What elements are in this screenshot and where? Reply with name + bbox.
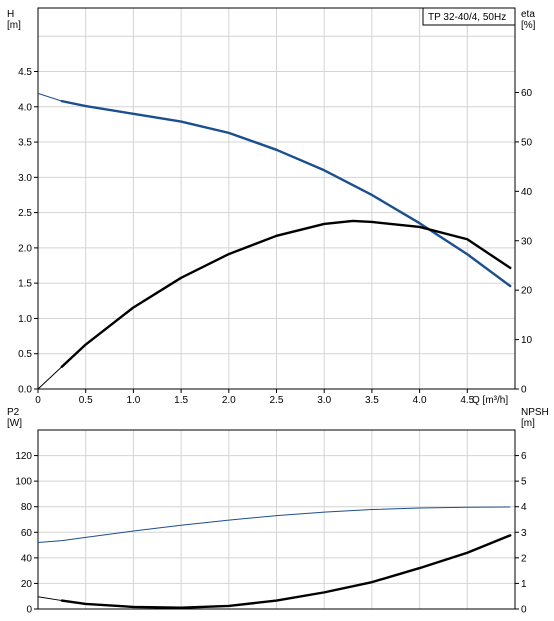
left-axis-tick-label: 3.5 bbox=[18, 138, 32, 149]
left-axis-tick-label: 80 bbox=[21, 502, 33, 513]
left-axis-tick-label: 1.5 bbox=[18, 279, 32, 290]
flow-axis-label: Q [m³/h] bbox=[472, 395, 508, 406]
series-0-full-line bbox=[37, 92, 511, 287]
left-axis-tick-label: 2.5 bbox=[18, 208, 32, 219]
x-axis-tick-label: 3.5 bbox=[365, 395, 379, 406]
series-0-full-line bbox=[37, 506, 511, 544]
right-axis-tick-label: 0 bbox=[521, 385, 527, 396]
right-axis-tick-label: 1 bbox=[521, 579, 527, 590]
right-axis-tick-label: 5 bbox=[521, 477, 527, 488]
x-axis-tick-label: 2.5 bbox=[270, 395, 284, 406]
series-1-operating-line bbox=[60, 534, 512, 609]
series-0-operating-line bbox=[60, 99, 512, 288]
x-axis-tick-label: 3.0 bbox=[317, 395, 331, 406]
power-axis-ticks: 0 20 40 60 80 100 120 bbox=[15, 451, 38, 616]
series-1-full-line bbox=[37, 220, 511, 390]
right-axis-tick-label: 30 bbox=[521, 236, 533, 247]
head-efficiency-series bbox=[37, 92, 512, 390]
right-axis-tick-label: 10 bbox=[521, 335, 533, 346]
right-axis-tick-label: 40 bbox=[521, 187, 533, 198]
npsh-axis-ticks: 0 1 2 3 4 5 6 bbox=[515, 451, 527, 616]
left-axis-tick-label: 60 bbox=[21, 528, 33, 539]
left-axis-tick-label: 4.5 bbox=[18, 67, 32, 78]
power-npsh-chart: 0 20 40 60 80 100 120 0 1 2 3 4 5 6 P2 [W] NPSH [m] bbox=[7, 407, 549, 616]
left-axis-tick-label: 20 bbox=[21, 579, 33, 590]
npsh-axis-unit: [m] bbox=[521, 418, 535, 429]
head-axis-unit: [m] bbox=[7, 20, 21, 31]
left-axis-tick-label: 0.0 bbox=[18, 385, 32, 396]
right-axis-tick-label: 20 bbox=[521, 286, 533, 297]
series-1-operating-line bbox=[60, 219, 512, 368]
pump-model-box bbox=[422, 7, 516, 26]
left-axis-tick-label: 40 bbox=[21, 553, 33, 564]
power-npsh-grid bbox=[38, 430, 515, 609]
left-axis-tick-label: 4.0 bbox=[18, 102, 32, 113]
npsh-axis-label: NPSH bbox=[521, 407, 549, 418]
left-axis-tick-label: 1.0 bbox=[18, 314, 32, 325]
right-axis-tick-label: 0 bbox=[521, 605, 527, 616]
head-efficiency-grid bbox=[38, 8, 515, 389]
power-axis-label: P2 bbox=[7, 407, 20, 418]
x-axis-tick-label: 4.5 bbox=[460, 395, 474, 406]
x-axis-tick-label: 4.0 bbox=[413, 395, 427, 406]
right-axis-tick-label: 4 bbox=[521, 502, 527, 513]
right-axis-tick-label: 6 bbox=[521, 451, 527, 462]
right-axis-tick-label: 60 bbox=[521, 88, 533, 99]
efficiency-axis-label: eta bbox=[521, 9, 535, 20]
left-axis-tick-label: 2.0 bbox=[18, 243, 32, 254]
left-axis-tick-label: 120 bbox=[15, 451, 32, 462]
head-axis-label: H bbox=[7, 9, 14, 20]
pump-model-label: TP 32-40/4, 50Hz bbox=[428, 12, 506, 23]
power-axis-unit: [W] bbox=[7, 418, 22, 429]
right-axis-tick-label: 3 bbox=[521, 528, 527, 539]
left-axis-tick-label: 100 bbox=[15, 477, 32, 488]
left-axis-tick-label: 3.0 bbox=[18, 173, 32, 184]
efficiency-axis-ticks: 0 10 20 30 40 50 60 bbox=[515, 88, 533, 396]
x-axis-tick-label: 2.0 bbox=[222, 395, 236, 406]
power-npsh-series bbox=[37, 506, 512, 609]
right-axis-tick-label: 50 bbox=[521, 137, 533, 148]
x-axis-tick-label: 0 bbox=[35, 395, 41, 406]
left-axis-tick-label: 0.5 bbox=[18, 349, 32, 360]
series-1-full-line bbox=[37, 534, 511, 609]
head-efficiency-chart: 0 0.5 1.0 1.5 2.0 2.5 3.0 3.5 4.0 4.5 0.0 0.5 1.0 1.… bbox=[7, 7, 536, 406]
x-axis-tick-label: 1.0 bbox=[126, 395, 140, 406]
right-axis-tick-label: 2 bbox=[521, 553, 527, 564]
left-axis-tick-label: 0 bbox=[26, 605, 32, 616]
x-axis-tick-label: 0.5 bbox=[79, 395, 93, 406]
x-axis-tick-label: 1.5 bbox=[174, 395, 188, 406]
head-axis-ticks: 0.0 0.5 1.0 1.5 2.0 2.5 3.0 3.5 4.0 4.5 bbox=[18, 67, 38, 396]
power-npsh-plot-frame bbox=[37, 429, 516, 610]
efficiency-axis-unit: [%] bbox=[521, 20, 536, 31]
x-axis-ticks: 0 0.5 1.0 1.5 2.0 2.5 3.0 3.5 4.0 4.5 bbox=[35, 389, 475, 406]
